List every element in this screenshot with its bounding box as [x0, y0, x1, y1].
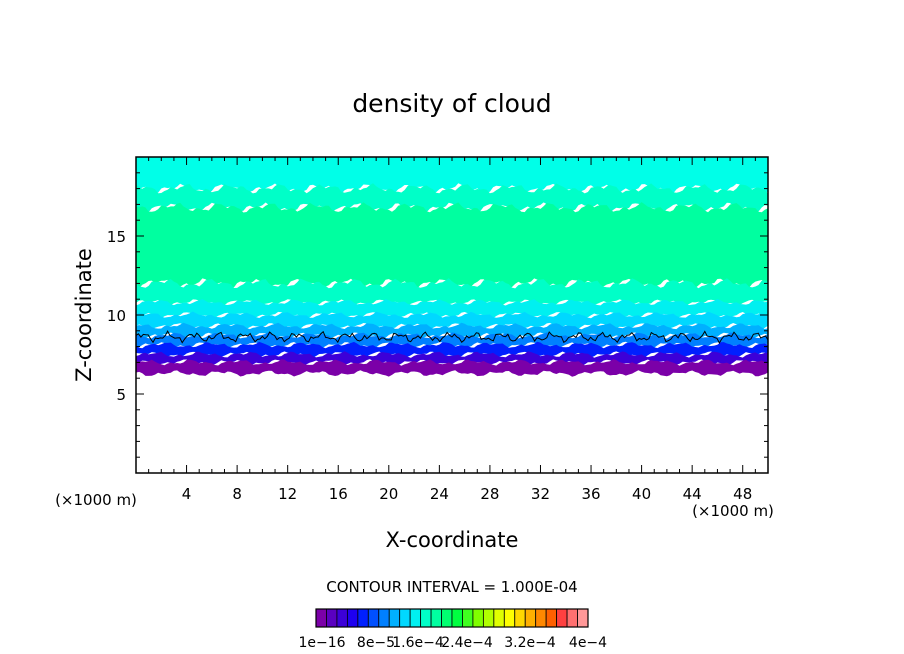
x-axis-label: X-coordinate — [386, 528, 519, 552]
y-unit-label: (×1000 m) — [55, 491, 137, 509]
colorbar-tick-label: 1.6e−4 — [392, 635, 444, 651]
chart-title: density of cloud — [352, 89, 551, 118]
colorbar-swatch — [545, 608, 558, 628]
x-tick-label: 40 — [632, 485, 651, 503]
density-band — [136, 278, 768, 306]
x-tick-label: 48 — [733, 485, 752, 503]
colorbar-tick-label: 1e−16 — [298, 635, 345, 651]
colorbar-swatch — [378, 608, 390, 628]
colorbar-swatch — [346, 608, 359, 628]
colorbar-swatch — [472, 608, 484, 628]
colorbar-swatch — [430, 608, 442, 628]
y-tick-label: 10 — [107, 307, 126, 325]
colorbar-tick-label: 3.2e−4 — [504, 635, 556, 651]
colorbar-swatch — [566, 608, 578, 628]
colorbar-swatch — [451, 608, 463, 628]
density-band — [136, 183, 768, 213]
x-tick-label: 36 — [581, 485, 600, 503]
contour-line — [136, 330, 768, 345]
colorbar-tick-label: 8e−5 — [357, 635, 395, 651]
colorbar-swatch — [388, 608, 401, 628]
x-tick-label: 16 — [329, 485, 348, 503]
y-axis-label: Z-coordinate — [72, 248, 96, 382]
density-band — [136, 351, 768, 366]
colorbar-swatch — [493, 608, 505, 628]
colorbar-swatch — [577, 608, 589, 628]
density-band — [136, 332, 768, 349]
x-tick-label: 8 — [232, 485, 242, 503]
x-axis-ticks: 4 8 12 16 20 24 28 32 36 40 44 48 — [135, 157, 769, 503]
density-band — [136, 157, 768, 194]
colorbar-swatch — [514, 608, 526, 628]
colorbar-swatch — [462, 608, 474, 628]
colorbar-labels: 1e−16 8e−51.6e−42.4e−4 3.2e−4 4e−4 — [298, 635, 607, 651]
contour-interval-label: CONTOUR INTERVAL = 1.000E-04 — [326, 578, 577, 596]
colorbar-swatch — [315, 608, 327, 628]
colorbar-swatch — [503, 608, 516, 628]
x-unit-label: (×1000 m) — [692, 502, 774, 520]
colorbar-swatch — [535, 608, 547, 628]
colorbar-swatch — [336, 608, 348, 628]
colorbar-swatch — [441, 608, 453, 628]
x-tick-label: 12 — [278, 485, 297, 503]
colorbar-swatch — [556, 608, 568, 628]
colorbar-tick-label: 4e−4 — [569, 635, 607, 651]
colorbar-swatch — [367, 608, 380, 628]
density-band — [136, 299, 768, 319]
x-tick-label: 20 — [379, 485, 398, 503]
colorbar-frame — [315, 608, 589, 628]
colorbar-swatch — [326, 608, 338, 628]
x-tick-label: 24 — [430, 485, 449, 503]
colorbar-swatch — [409, 608, 422, 628]
x-tick-label: 28 — [480, 485, 499, 503]
colorbar-tick-label: 2.4e−4 — [441, 635, 493, 651]
colorbar-swatch — [399, 608, 411, 628]
y-tick-label: 15 — [107, 228, 126, 246]
colorbar-swatch — [357, 608, 369, 628]
colorbar-swatch — [420, 608, 432, 628]
density-band — [136, 202, 768, 289]
colorbar-swatch — [482, 608, 495, 628]
x-tick-label: 32 — [531, 485, 550, 503]
y-tick-label: 5 — [116, 386, 126, 404]
y-axis-ticks: 5 10 15 — [107, 156, 768, 474]
colorbar-swatch — [524, 608, 537, 628]
x-tick-label: 4 — [182, 485, 192, 503]
colorbar — [315, 608, 589, 628]
density-band — [136, 359, 768, 377]
density-field — [136, 157, 768, 377]
x-tick-label: 44 — [683, 485, 702, 503]
